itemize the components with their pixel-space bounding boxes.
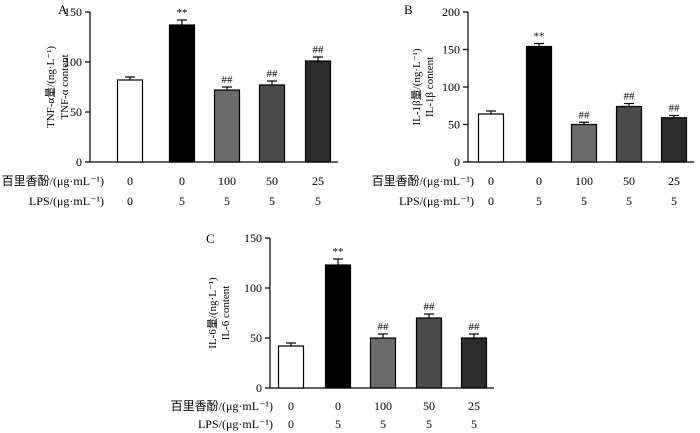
significance-mark: ** xyxy=(534,31,545,43)
row-label-lps: LPS/(μg·mL⁻¹) xyxy=(399,194,474,208)
thymol-dose-label: 0 xyxy=(536,174,542,188)
significance-mark: ## xyxy=(469,321,481,333)
lps-dose-label: 5 xyxy=(224,194,230,208)
lps-dose-label: 5 xyxy=(335,417,341,431)
lps-dose-label: 5 xyxy=(471,417,477,431)
row-label-thymol: 百里香酚/(μg·mL⁻¹) xyxy=(372,174,474,188)
lps-dose-label: 5 xyxy=(536,194,542,208)
thymol-dose-label: 50 xyxy=(623,174,635,188)
lps-dose-label: 0 xyxy=(488,194,494,208)
row-label-thymol: 百里香酚/(μg·mL⁻¹) xyxy=(2,174,104,188)
significance-mark: ** xyxy=(177,7,188,19)
thymol-dose-label: 100 xyxy=(575,174,593,188)
lps-dose-label: 5 xyxy=(269,194,275,208)
thymol-dose-label: 25 xyxy=(468,399,480,413)
significance-mark: ## xyxy=(378,321,390,333)
row-label-lps: LPS/(μg·mL⁻¹) xyxy=(29,194,104,208)
y-tick-label: 150 xyxy=(442,43,460,57)
lps-dose-label: 5 xyxy=(626,194,632,208)
thymol-dose-label: 50 xyxy=(423,399,435,413)
thymol-dose-label: 50 xyxy=(266,174,278,188)
lps-dose-label: 5 xyxy=(426,417,432,431)
lps-dose-label: 5 xyxy=(380,417,386,431)
y-tick-label: 50 xyxy=(70,105,82,119)
y-tick-label: 150 xyxy=(244,231,262,245)
bar xyxy=(277,345,305,389)
y-tick-label: 100 xyxy=(64,55,82,69)
lps-dose-label: 5 xyxy=(581,194,587,208)
y-tick-label: 0 xyxy=(454,155,460,169)
lps-dose-label: 0 xyxy=(127,194,133,208)
bar xyxy=(324,264,352,389)
thymol-dose-label: 0 xyxy=(288,399,294,413)
bar xyxy=(570,123,598,163)
bar xyxy=(116,79,144,163)
significance-mark: ** xyxy=(333,246,344,258)
bar xyxy=(477,113,505,163)
y-tick-label: 100 xyxy=(442,80,460,94)
thymol-dose-label: 25 xyxy=(668,174,680,188)
significance-mark: ## xyxy=(624,91,636,103)
bar xyxy=(525,45,553,163)
y-axis-label-en: IL-1β content xyxy=(424,57,436,117)
thymol-dose-label: 0 xyxy=(488,174,494,188)
thymol-dose-label: 25 xyxy=(312,174,324,188)
y-axis-label-en: TNF-α content xyxy=(59,54,71,119)
thymol-dose-label: 100 xyxy=(374,399,392,413)
panel-label: B xyxy=(404,2,413,17)
y-tick-label: 200 xyxy=(442,5,460,19)
y-tick-label: 50 xyxy=(250,331,262,345)
bar xyxy=(213,89,241,163)
bar xyxy=(168,24,196,163)
lps-dose-label: 5 xyxy=(671,194,677,208)
significance-mark: ## xyxy=(669,103,681,115)
bar xyxy=(304,60,332,163)
lps-dose-label: 5 xyxy=(315,194,321,208)
y-tick-label: 50 xyxy=(448,118,460,132)
significance-mark: ## xyxy=(267,68,279,80)
thymol-dose-label: 0 xyxy=(335,399,341,413)
panel-label: A xyxy=(58,2,68,17)
thymol-dose-label: 100 xyxy=(218,174,236,188)
y-axis-label-cn: IL-1β量/(ng·L⁻¹) xyxy=(410,48,423,125)
bar xyxy=(460,337,488,389)
bar xyxy=(369,337,397,389)
bar xyxy=(415,317,443,389)
y-tick-label: 150 xyxy=(64,5,82,19)
thymol-dose-label: 0 xyxy=(127,174,133,188)
significance-mark: ## xyxy=(222,74,234,86)
lps-dose-label: 5 xyxy=(179,194,185,208)
bar xyxy=(258,84,286,163)
y-tick-label: 100 xyxy=(244,281,262,295)
thymol-dose-label: 0 xyxy=(179,174,185,188)
y-axis-label-cn: TNF-α量/(ng·L⁻¹) xyxy=(44,46,57,128)
y-tick-label: 0 xyxy=(76,155,82,169)
panel-label: C xyxy=(206,231,215,246)
significance-mark: ## xyxy=(313,44,325,56)
significance-mark: ## xyxy=(424,301,436,313)
y-axis-label-en: IL-6 content xyxy=(220,286,232,341)
bar xyxy=(660,117,688,163)
y-tick-label: 0 xyxy=(256,381,262,395)
row-label-lps: LPS/(μg·mL⁻¹) xyxy=(198,417,273,431)
lps-dose-label: 0 xyxy=(288,417,294,431)
bar xyxy=(615,105,643,163)
row-label-thymol: 百里香酚/(μg·mL⁻¹) xyxy=(171,399,273,413)
significance-mark: ## xyxy=(579,109,591,121)
y-axis-label-cn: IL-6量/(ng·L⁻¹) xyxy=(206,277,219,349)
